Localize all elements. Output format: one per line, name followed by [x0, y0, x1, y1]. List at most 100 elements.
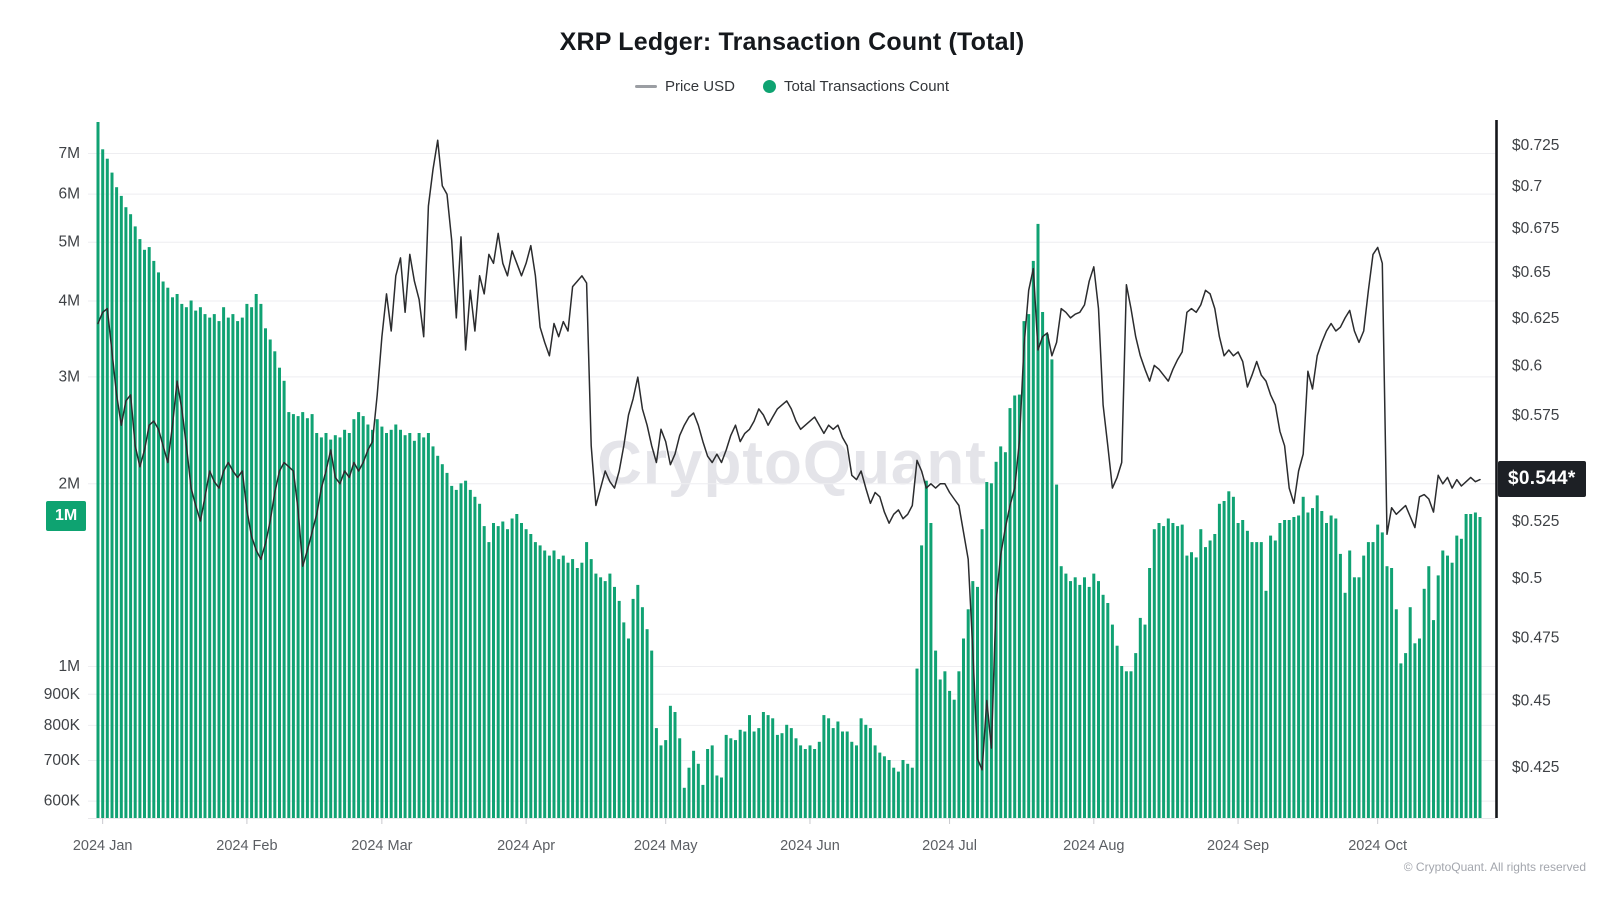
transactions-bar [198, 307, 202, 818]
y-axis-left-label[interactable]: 800K [44, 717, 81, 734]
y-axis-right-label[interactable]: $0.625 [1512, 310, 1559, 327]
x-axis-label[interactable]: 2024 Jan [73, 838, 133, 854]
transactions-bar [278, 367, 281, 818]
transactions-bar [752, 731, 756, 818]
transactions-bar [789, 728, 793, 818]
transactions-bar [143, 249, 146, 819]
transactions-bar [1106, 603, 1110, 818]
y-axis-right-label[interactable]: $0.675 [1512, 220, 1559, 237]
transactions-bar [385, 433, 388, 818]
y-axis-left-label[interactable]: 600K [44, 793, 81, 810]
transactions-bar [194, 310, 198, 818]
latest-price-badge: $0.544* [1498, 460, 1586, 497]
y-axis-right-label[interactable]: $0.425 [1512, 759, 1559, 776]
transactions-bar [892, 767, 896, 818]
transactions-bar [1227, 491, 1231, 818]
transactions-bar [129, 214, 133, 818]
y-axis-right-label[interactable]: $0.5 [1512, 570, 1542, 587]
transactions-bar [1478, 517, 1482, 818]
y-axis-left-label[interactable]: 900K [44, 686, 81, 703]
y-axis-left-label[interactable]: 1M [58, 658, 80, 675]
transactions-bar [291, 414, 295, 818]
x-axis-label[interactable]: 2024 May [634, 838, 698, 854]
x-axis-label[interactable]: 2024 Jul [922, 838, 977, 854]
transactions-bar [403, 435, 407, 818]
y-axis-left-label[interactable]: 7M [58, 145, 80, 162]
transactions-bar [1366, 542, 1370, 818]
transactions-bar [1027, 314, 1031, 818]
y-axis-left-label[interactable]: 700K [44, 752, 81, 769]
x-axis-label[interactable]: 2024 Feb [216, 838, 277, 854]
transactions-bar [1208, 540, 1212, 818]
x-axis-label[interactable]: 2024 Mar [351, 838, 412, 854]
transactions-bar [561, 555, 565, 818]
transactions-bar [105, 158, 109, 818]
transactions-bar [906, 763, 910, 818]
transactions-bar [371, 429, 374, 818]
transactions-bar [222, 307, 226, 818]
y-axis-right-label[interactable]: $0.525 [1512, 513, 1559, 530]
y-axis-right-label[interactable]: $0.6 [1512, 357, 1542, 374]
transactions-bar [785, 724, 789, 818]
transactions-bar [845, 731, 849, 818]
x-axis-label[interactable]: 2024 Apr [497, 838, 555, 854]
transactions-bar [794, 738, 798, 818]
transactions-bar [817, 741, 821, 818]
transactions-bar [101, 149, 105, 819]
y-axis-right-label[interactable]: $0.575 [1512, 407, 1559, 424]
y-axis-right-label[interactable]: $0.475 [1512, 630, 1559, 647]
legend-price-label: Price USD [664, 78, 735, 95]
y-axis-right-label[interactable]: $0.7 [1512, 178, 1542, 195]
transactions-bar [915, 668, 919, 818]
transactions-bar [766, 715, 770, 818]
transactions-bar [417, 433, 421, 818]
transactions-bar [1399, 663, 1403, 818]
transactions-bar [775, 734, 779, 818]
y-axis-left-label[interactable]: 5M [58, 234, 80, 251]
y-axis-right-label[interactable]: $0.45 [1512, 693, 1551, 710]
y-axis-left-label[interactable]: 4M [58, 293, 80, 310]
transactions-bar [594, 573, 598, 818]
transactions-bar [1041, 312, 1045, 818]
transactions-bar [673, 712, 677, 818]
x-axis-label[interactable]: 2024 Jun [780, 838, 840, 854]
page-title: XRP Ledger: Transaction Count (Total) [559, 28, 1025, 56]
transactions-bar [1385, 566, 1389, 818]
transactions-bar [1255, 542, 1259, 818]
y-axis-right-label[interactable]: $0.65 [1512, 264, 1551, 281]
transactions-bar [1427, 566, 1431, 818]
copyright-text: © CryptoQuant. All rights reserved [1403, 860, 1586, 874]
transactions-bar [1422, 588, 1426, 818]
transactions-bar [929, 523, 933, 818]
transactions-bar [966, 609, 970, 818]
transactions-bar [1231, 496, 1235, 818]
transactions-bar [459, 483, 463, 818]
x-axis-label[interactable]: 2024 Oct [1348, 838, 1407, 854]
y-axis-left-label[interactable]: 2M [58, 475, 80, 492]
transactions-bar [557, 559, 561, 818]
x-axis-label[interactable]: 2024 Aug [1063, 838, 1124, 854]
transactions-bar [617, 600, 621, 818]
x-axis-label[interactable]: 2024 Sep [1207, 838, 1269, 854]
transactions-bar [357, 412, 361, 818]
transactions-bar [184, 307, 188, 818]
legend-item-transactions[interactable]: Total Transactions Count [762, 78, 949, 95]
transactions-bar [1441, 550, 1445, 818]
transactions-bar [943, 671, 947, 818]
transactions-bar [1190, 552, 1193, 818]
y-axis-left-label[interactable]: 6M [58, 186, 80, 203]
y-axis-right-label[interactable]: $0.725 [1512, 137, 1559, 154]
transactions-bar [761, 712, 765, 818]
y-axis-left-label[interactable]: 3M [58, 368, 80, 385]
transactions-bar [1338, 553, 1342, 818]
transactions-bar [1380, 532, 1384, 818]
transactions-bar [850, 741, 854, 818]
transactions-bar [1180, 524, 1184, 818]
transactions-bar [1245, 530, 1249, 818]
legend-item-price[interactable]: Price USD [634, 78, 735, 95]
transactions-bar [1446, 555, 1449, 818]
transactions-bar [338, 437, 342, 818]
transactions-bar [1031, 260, 1035, 818]
transactions-bar [920, 545, 924, 818]
